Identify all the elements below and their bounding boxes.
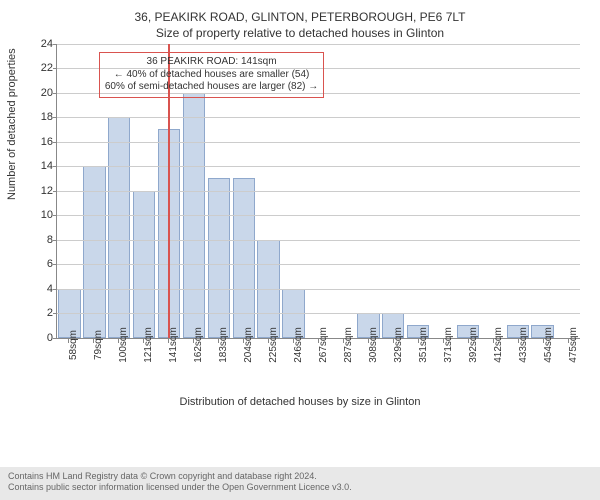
x-tick-slot: 412sqm (480, 339, 505, 394)
y-tick-mark (53, 264, 57, 265)
x-tick-slot: 58sqm (56, 339, 81, 394)
grid-line (57, 313, 580, 314)
x-tick-slot: 204sqm (231, 339, 256, 394)
x-tick-slot: 308sqm (355, 339, 380, 394)
x-tick-label: 351sqm (418, 327, 429, 363)
plot-area: 02468101214161820222436 PEAKIRK ROAD: 14… (56, 44, 580, 339)
y-tick-mark (53, 93, 57, 94)
x-tick-slot: 433sqm (505, 339, 530, 394)
y-tick-mark (53, 44, 57, 45)
x-ticks: 58sqm79sqm100sqm121sqm141sqm162sqm183sqm… (56, 339, 580, 394)
x-tick-label: 454sqm (543, 327, 554, 363)
x-tick-slot: 329sqm (380, 339, 405, 394)
y-tick-label: 16 (29, 136, 53, 148)
x-tick-slot: 475sqm (555, 339, 580, 394)
bar (108, 117, 130, 338)
x-tick-slot: 225sqm (256, 339, 281, 394)
footer-line-1: Contains HM Land Registry data © Crown c… (8, 471, 592, 483)
annotation-box: 36 PEAKIRK ROAD: 141sqm← 40% of detached… (99, 52, 324, 98)
x-tick-slot: 79sqm (81, 339, 106, 394)
y-tick-mark (53, 166, 57, 167)
y-tick-mark (53, 68, 57, 69)
chart-area: 02468101214161820222436 PEAKIRK ROAD: 14… (56, 44, 580, 394)
y-tick-label: 0 (29, 332, 53, 344)
x-tick-label: 475sqm (568, 327, 579, 363)
x-tick-label: 287sqm (343, 327, 354, 363)
x-tick-slot: 351sqm (405, 339, 430, 394)
x-tick-label: 267sqm (318, 327, 329, 363)
x-tick-slot: 371sqm (430, 339, 455, 394)
y-tick-mark (53, 191, 57, 192)
y-tick-label: 20 (29, 87, 53, 99)
grid-line (57, 240, 580, 241)
grid-line (57, 289, 580, 290)
bar (83, 166, 105, 338)
grid-line (57, 44, 580, 45)
y-tick-label: 4 (29, 283, 53, 295)
grid-line (57, 264, 580, 265)
chart-title: 36, PEAKIRK ROAD, GLINTON, PETERBOROUGH,… (10, 10, 590, 26)
x-tick-label: 246sqm (293, 327, 304, 363)
y-tick-label: 14 (29, 160, 53, 172)
x-tick-label: 121sqm (143, 327, 154, 363)
x-tick-slot: 392sqm (455, 339, 480, 394)
grid-line (57, 117, 580, 118)
x-tick-label: 225sqm (268, 327, 279, 363)
footer: Contains HM Land Registry data © Crown c… (0, 467, 600, 500)
y-tick-label: 12 (29, 185, 53, 197)
x-tick-label: 392sqm (468, 327, 479, 363)
y-tick-mark (53, 215, 57, 216)
y-tick-mark (53, 240, 57, 241)
grid-line (57, 191, 580, 192)
footer-line-2: Contains public sector information licen… (8, 482, 592, 494)
grid-line (57, 166, 580, 167)
chart-container: 36, PEAKIRK ROAD, GLINTON, PETERBOROUGH,… (0, 0, 600, 500)
x-tick-slot: 121sqm (131, 339, 156, 394)
x-tick-slot: 454sqm (530, 339, 555, 394)
x-tick-slot: 162sqm (181, 339, 206, 394)
x-tick-label: 183sqm (218, 327, 229, 363)
y-axis-label: Number of detached properties (6, 48, 18, 200)
y-tick-label: 8 (29, 234, 53, 246)
grid-line (57, 215, 580, 216)
x-tick-slot: 183sqm (206, 339, 231, 394)
y-tick-mark (53, 313, 57, 314)
y-tick-mark (53, 289, 57, 290)
x-tick-label: 371sqm (443, 327, 454, 363)
y-tick-label: 10 (29, 209, 53, 221)
y-tick-mark (53, 117, 57, 118)
y-tick-label: 18 (29, 111, 53, 123)
x-tick-label: 204sqm (243, 327, 254, 363)
x-tick-slot: 246sqm (281, 339, 306, 394)
x-tick-label: 433sqm (518, 327, 529, 363)
x-tick-label: 412sqm (493, 327, 504, 363)
x-tick-label: 162sqm (193, 327, 204, 363)
x-tick-slot: 267sqm (306, 339, 331, 394)
x-axis-label: Distribution of detached houses by size … (10, 396, 590, 408)
y-tick-label: 24 (29, 38, 53, 50)
y-tick-label: 2 (29, 307, 53, 319)
grid-line (57, 142, 580, 143)
x-tick-slot: 100sqm (106, 339, 131, 394)
x-tick-label: 329sqm (393, 327, 404, 363)
chart-subtitle: Size of property relative to detached ho… (10, 26, 590, 40)
y-tick-label: 22 (29, 62, 53, 74)
annotation-line-1: ← 40% of detached houses are smaller (54… (105, 69, 318, 82)
x-tick-label: 79sqm (93, 330, 104, 360)
y-tick-mark (53, 142, 57, 143)
x-tick-slot: 141sqm (156, 339, 181, 394)
x-tick-slot: 287sqm (330, 339, 355, 394)
x-tick-label: 100sqm (118, 327, 129, 363)
x-tick-label: 308sqm (368, 327, 379, 363)
y-tick-label: 6 (29, 258, 53, 270)
x-tick-label: 58sqm (68, 330, 79, 360)
annotation-line-2: 60% of semi-detached houses are larger (… (105, 81, 318, 94)
annotation-line-0: 36 PEAKIRK ROAD: 141sqm (105, 56, 318, 69)
